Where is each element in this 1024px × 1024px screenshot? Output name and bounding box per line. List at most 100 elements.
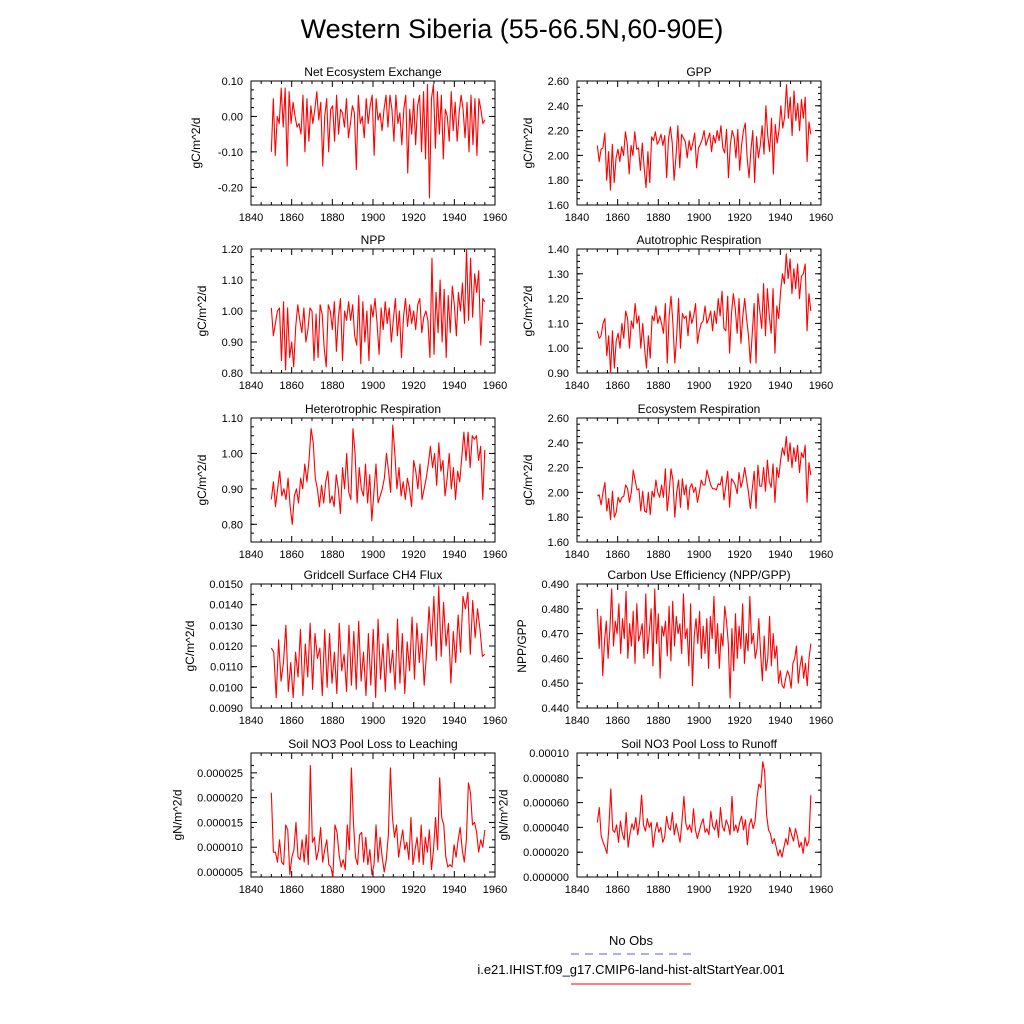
x-tick-label: 1940 [442,212,466,224]
y-tick-label: 1.10 [548,318,569,330]
series-line [596,253,812,374]
x-tick-label: 1840 [565,715,589,727]
y-tick-label: 0.10 [222,76,243,88]
x-tick-label: 1880 [320,549,344,561]
y-axis-label: gN/m^2/d [496,790,510,841]
chart-panel-9: 1840 1860 1880 1900 1920 1940 1960 0.000025 0.00… [170,737,507,896]
y-tick-label: 2.20 [548,126,569,138]
y-tick-label: 1.10 [222,275,243,287]
y-axis-label: gC/m^2/d [521,455,535,506]
x-tick-label: 1940 [768,380,792,392]
y-tick-label: 2.60 [548,413,569,425]
panel-title: Gridcell Surface CH4 Flux [304,568,443,582]
figure-title: Western Siberia (55-66.5N,60-90E) [300,14,724,44]
x-tick-label: 1920 [727,549,751,561]
x-tick-label: 1880 [646,380,670,392]
x-tick-label: 1880 [320,380,344,392]
y-axis-label: gC/m^2/d [195,455,209,506]
x-tick-label: 1920 [727,715,751,727]
x-tick-label: 1900 [361,715,385,727]
chart-panel-3: 1840 1860 1880 1900 1920 1940 1960 1.20 1.10 1.00… [195,233,507,392]
series-line [270,424,486,525]
series-line [270,83,486,199]
y-axis-label: gC/m^2/d [521,286,535,337]
x-tick-label: 1920 [401,380,425,392]
plot-frame [250,752,496,878]
y-tick-label: -0.20 [218,182,243,194]
chart-panel-2: 1840 1860 1880 1900 1920 1940 1960 2.60 2.40 2.20… [521,65,833,224]
plot-frame [576,417,822,543]
x-tick-label: 1960 [483,212,507,224]
y-tick-label: 0.460 [541,653,569,665]
y-tick-label: 0.00 [222,111,243,123]
y-tick-label: 0.00010 [529,748,569,760]
legend-obs-label: No Obs [608,933,654,948]
series-line [597,436,812,521]
chart-panel-5: 1840 1860 1880 1900 1920 1940 1960 1.10 1.00 0.90… [195,402,507,561]
y-tick-label: 1.30 [548,269,569,281]
chart-panel-7: 1840 1860 1880 1900 1920 1940 1960 0.0150 0.0140… [183,568,507,727]
x-tick-label: 1900 [687,715,711,727]
panel-title: Ecosystem Respiration [638,402,761,416]
y-tick-label: 1.20 [222,244,243,256]
series-line [270,764,486,878]
series-line [270,248,486,371]
chart-panel-1: 1840 1860 1880 1900 1920 1940 1960 0.10 0.00 -0.1… [189,65,507,224]
y-tick-label: 0.90 [548,368,569,380]
series-line [596,84,812,191]
y-tick-label: 0.000020 [197,793,243,805]
x-tick-label: 1840 [239,212,263,224]
y-tick-label: 2.00 [548,487,569,499]
x-tick-label: 1940 [442,549,466,561]
x-tick-label: 1840 [565,549,589,561]
y-tick-label: 1.80 [548,512,569,524]
y-tick-label: 0.000020 [523,847,569,859]
y-tick-label: 1.60 [548,537,569,549]
y-tick-label: 0.470 [541,629,569,641]
x-tick-label: 1960 [483,380,507,392]
x-tick-label: 1860 [605,380,629,392]
y-axis-label: gC/m^2/d [183,621,197,672]
y-axis-label: gC/m^2/d [189,118,203,169]
x-tick-label: 1880 [646,549,670,561]
x-tick-label: 1880 [646,212,670,224]
y-tick-label: 0.000000 [523,872,569,884]
x-tick-label: 1860 [279,212,303,224]
y-tick-label: 0.80 [222,519,243,531]
y-tick-label: 0.80 [222,368,243,380]
y-tick-label: 0.90 [222,337,243,349]
chart-panel-8: 1840 1860 1880 1900 1920 1940 1960 0.490 0.480 0.… [515,568,833,727]
x-tick-label: 1960 [483,715,507,727]
x-tick-label: 1880 [646,884,670,896]
y-tick-label: 1.20 [548,294,569,306]
y-tick-label: 1.10 [222,413,243,425]
x-tick-label: 1940 [768,212,792,224]
panel-title: Soil NO3 Pool Loss to Leaching [288,737,457,751]
x-tick-label: 1900 [687,884,711,896]
x-tick-label: 1940 [442,884,466,896]
y-axis-label: gC/m^2/d [195,286,209,337]
x-tick-label: 1960 [809,715,833,727]
panel-title: Net Ecosystem Exchange [304,65,442,79]
y-tick-label: 2.00 [548,150,569,162]
x-tick-label: 1860 [605,212,629,224]
x-tick-label: 1900 [361,884,385,896]
y-tick-label: 0.0090 [209,703,243,715]
x-tick-label: 1860 [279,380,303,392]
y-tick-label: 0.000015 [197,817,243,829]
x-tick-label: 1880 [320,212,344,224]
panel-title: Carbon Use Efficiency (NPP/GPP) [607,568,790,582]
y-tick-label: 0.490 [541,579,569,591]
y-tick-label: 0.440 [541,703,569,715]
x-tick-label: 1960 [809,549,833,561]
y-tick-label: -0.10 [218,147,243,159]
x-tick-label: 1920 [401,884,425,896]
x-tick-label: 1840 [565,380,589,392]
x-tick-label: 1920 [401,715,425,727]
x-tick-label: 1860 [279,549,303,561]
x-tick-label: 1840 [239,884,263,896]
y-tick-label: 0.0110 [210,662,243,674]
panel-title: Heterotrophic Respiration [305,402,441,416]
x-tick-label: 1900 [687,380,711,392]
